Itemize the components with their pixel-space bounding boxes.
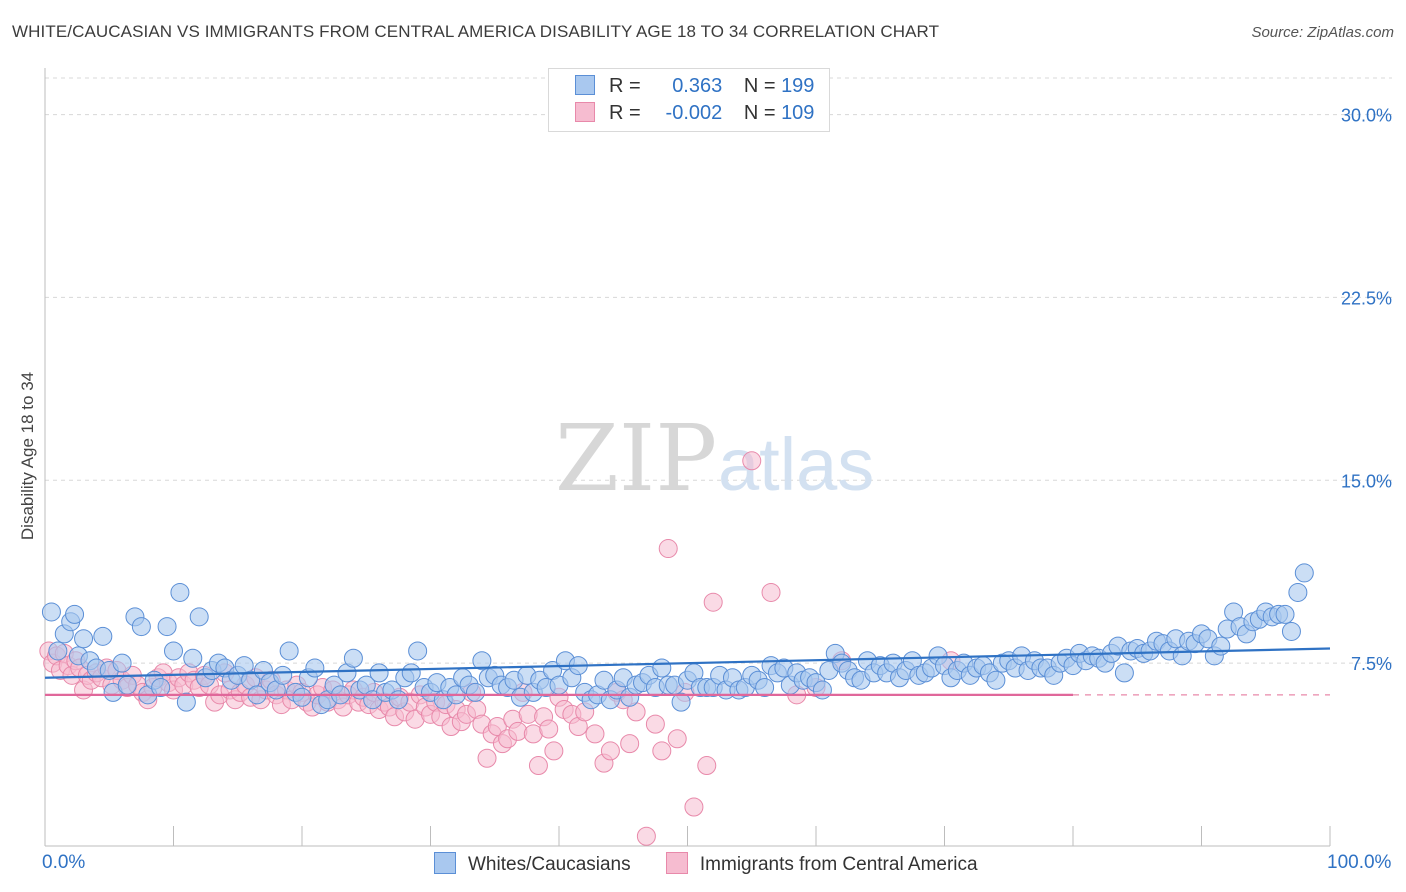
data-point-immigrants [703, 592, 723, 612]
data-point-whites [74, 629, 94, 649]
watermark: ZIP atlas [555, 405, 874, 512]
data-point-whites [986, 670, 1006, 690]
data-point-whites [1211, 636, 1231, 656]
data-point-whites [183, 648, 203, 668]
data-point-whites [41, 602, 61, 622]
data-point-whites [292, 687, 312, 707]
legend-row-whites: R = 0.363 N = 199 [575, 75, 814, 99]
data-point-immigrants [742, 451, 762, 471]
data-point-whites [1288, 582, 1308, 602]
trend-lines [44, 647, 1331, 696]
legend-n-label: N = [743, 75, 776, 97]
legend-n-value-immigrants: 109 [781, 102, 815, 124]
gridlines [45, 77, 1392, 664]
data-point-whites [755, 678, 775, 698]
chart-title: WHITE/CAUCASIAN VS IMMIGRANTS FROM CENTR… [12, 22, 940, 41]
data-point-immigrants [487, 717, 507, 737]
legend-r-label: R = [609, 102, 641, 124]
x-tick-label-min: 0.0% [42, 852, 86, 873]
data-point-immigrants [684, 797, 704, 817]
data-point-whites [812, 680, 832, 700]
legend-row-immigrants: R = -0.002 N = 109 [575, 102, 814, 126]
data-point-whites [170, 582, 190, 602]
trend-line-whites [44, 647, 1331, 679]
data-point-immigrants [697, 756, 717, 776]
data-point-whites [164, 641, 183, 661]
data-point-immigrants [620, 734, 640, 754]
data-point-whites [1275, 604, 1295, 624]
data-point-whites [151, 678, 171, 698]
data-point-immigrants [636, 826, 656, 846]
legend-label-whites: Whites/Caucasians [468, 854, 631, 875]
legend-r-value-whites: 0.363 [672, 75, 723, 97]
data-point-immigrants [600, 741, 620, 761]
legend-label-immigrants: Immigrants from Central America [699, 854, 978, 875]
watermark-atlas: atlas [718, 423, 874, 506]
data-point-whites [594, 670, 614, 690]
data-point-whites [112, 653, 132, 673]
legend-n-value-whites: 199 [781, 75, 815, 97]
legend-item-immigrants: Immigrants from Central America [665, 852, 978, 876]
data-point-immigrants [652, 741, 672, 761]
legend-n-label: N = [743, 102, 776, 124]
y-tick-label: 22.5% [1341, 288, 1392, 308]
data-point-immigrants [667, 729, 687, 749]
data-point-whites [305, 658, 325, 678]
y-tick-label: 15.0% [1341, 471, 1392, 491]
data-point-whites [189, 607, 209, 627]
data-point-whites [48, 641, 68, 661]
y-tick-label: 30.0% [1341, 106, 1392, 126]
legend-r-label: R = [609, 75, 641, 97]
data-point-whites [401, 663, 421, 683]
data-point-whites [279, 641, 299, 661]
legend-swatch-whites [575, 75, 595, 95]
data-point-whites [93, 626, 113, 646]
data-point-whites [273, 665, 293, 685]
x-tick-label-max: 100.0% [1327, 852, 1392, 873]
source-label: Source: ZipAtlas.com [1251, 24, 1394, 41]
data-point-whites [652, 658, 672, 678]
data-point-whites [472, 651, 492, 671]
legend-item-whites: Whites/Caucasians [434, 852, 631, 876]
y-tick-label: 7.5% [1351, 654, 1392, 674]
axes [44, 68, 1331, 847]
data-point-immigrants [761, 582, 781, 602]
legend-swatch-immigrants [665, 852, 688, 874]
data-point-immigrants [528, 756, 548, 776]
legend-swatch-whites [434, 852, 456, 874]
data-point-whites [671, 692, 691, 712]
data-point-whites [1281, 621, 1301, 641]
data-point-immigrants [539, 719, 559, 739]
data-point-whites [369, 663, 389, 683]
data-point-whites [1294, 563, 1314, 583]
data-point-immigrants [645, 714, 665, 734]
data-point-immigrants [585, 724, 605, 744]
data-point-immigrants [544, 741, 564, 761]
data-point-whites [408, 641, 428, 661]
data-point-whites [388, 690, 408, 710]
legend-swatch-immigrants [575, 102, 595, 122]
watermark-zip: ZIP [555, 405, 717, 512]
data-point-whites [117, 675, 137, 695]
legend-r-value-immigrants: -0.002 [665, 102, 723, 124]
data-point-immigrants [658, 539, 678, 559]
series-legend: Whites/Caucasians Immigrants from Centra… [434, 852, 1008, 876]
data-point-whites [157, 617, 177, 637]
stats-legend: R = 0.363 N = 199 R = -0.002 N = 109 [548, 68, 830, 132]
data-point-whites [343, 648, 363, 668]
data-point-whites [131, 617, 151, 637]
data-point-immigrants [477, 748, 497, 768]
data-point-whites [1114, 663, 1134, 683]
y-axis-label: Disability Age 18 to 34 [18, 371, 37, 541]
y-tick-labels: 7.5% 15.0% 22.5% 30.0% [1341, 106, 1392, 675]
series-whites-points [41, 563, 1314, 715]
data-point-whites [65, 604, 85, 624]
data-point-whites [176, 692, 196, 712]
data-point-whites [465, 682, 485, 702]
